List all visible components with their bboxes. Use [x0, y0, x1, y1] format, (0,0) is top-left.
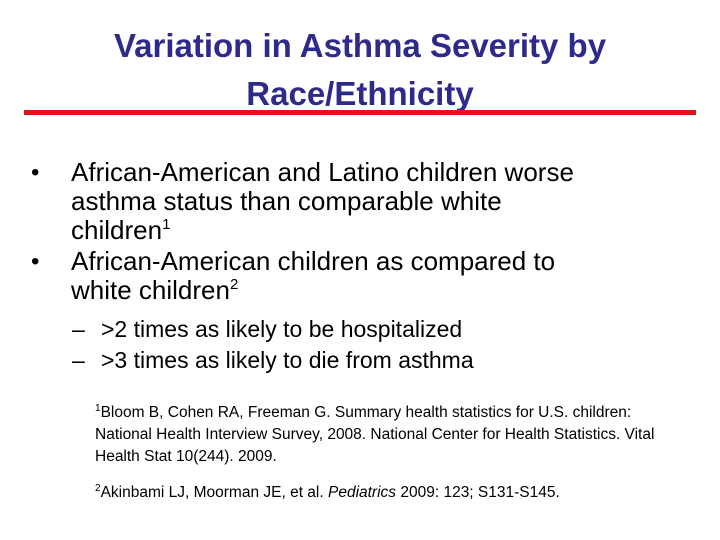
sub-bullet-marker: –: [72, 347, 85, 373]
reference-2-number: 2: [95, 483, 101, 494]
sub-bullet-text-2: >3 times as likely to die from asthma: [101, 347, 474, 373]
bullet-marker: •: [31, 159, 40, 186]
footnote-ref-2: 2: [229, 276, 239, 293]
slide-title-line-1: Variation in Asthma Severity by: [113, 27, 607, 64]
bullet-2-line-2: white children2: [71, 276, 671, 305]
sub-bullet-item-1: – >2 times as likely to be hospitalized: [0, 314, 720, 345]
reference-1: 1Bloom B, Cohen RA, Freeman G. Summary h…: [95, 398, 665, 468]
reference-2-text-before: Akinbami LJ, Moorman JE, et al.: [100, 484, 328, 501]
bullet-2-line-2-text: white children: [71, 275, 230, 305]
reference-2-journal: Pediatrics: [327, 484, 397, 501]
reference-1-text: Bloom B, Cohen RA, Freeman G. Summary he…: [95, 404, 655, 465]
bullet-1-line-2: asthma status than comparable white: [71, 186, 502, 216]
bullet-1-line-3: children1: [71, 216, 671, 245]
footnote-ref-1: 1: [162, 216, 171, 233]
sub-bullet-marker: –: [72, 316, 85, 342]
bullet-1-line-1: African-American and Latino children wor…: [71, 157, 574, 187]
sub-bullet-list: – >2 times as likely to be hospitalized …: [0, 314, 720, 376]
title-underline-rule: [24, 110, 696, 115]
reference-2: 2Akinbami LJ, Moorman JE, et al. Pediatr…: [95, 478, 665, 504]
slide-title: Variation in Asthma Severity by Race/Eth…: [40, 22, 680, 118]
bullet-item-2: • African-American children as compared …: [0, 247, 671, 305]
bullet-2-line-1: African-American children as compared to: [71, 246, 556, 276]
reference-1-number: 1: [95, 403, 101, 414]
bullet-marker: •: [31, 248, 40, 275]
sub-bullet-item-2: – >3 times as likely to die from asthma: [0, 345, 720, 376]
reference-2-text-after: 2009: 123; S131-S145.: [396, 484, 560, 501]
slide-title-line-2: Race/Ethnicity: [246, 75, 474, 112]
bullet-item-1: • African-American and Latino children w…: [0, 158, 671, 245]
bullet-list: • African-American and Latino children w…: [0, 158, 720, 305]
references: 1Bloom B, Cohen RA, Freeman G. Summary h…: [95, 398, 665, 504]
bullet-1-line-3-text: children: [71, 215, 163, 245]
sub-bullet-text-1: >2 times as likely to be hospitalized: [101, 316, 463, 342]
